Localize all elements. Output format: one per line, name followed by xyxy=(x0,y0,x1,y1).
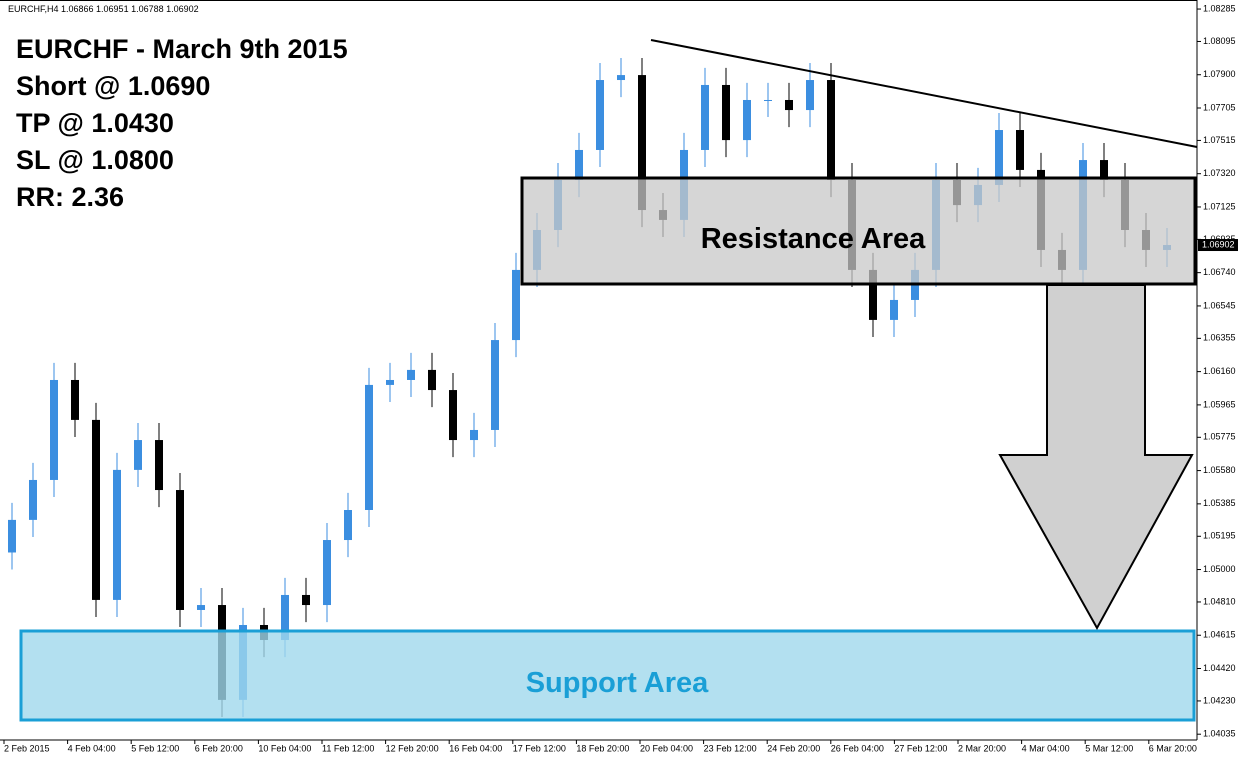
candle-body xyxy=(512,269,520,341)
y-tick-label: 1.05195 xyxy=(1203,531,1236,541)
y-tick-label: 1.06160 xyxy=(1203,366,1236,376)
y-tick-label: 1.04035 xyxy=(1203,729,1236,739)
x-tick-label: 23 Feb 12:00 xyxy=(704,743,757,753)
candle-body xyxy=(995,130,1003,185)
y-tick-label: 1.06740 xyxy=(1203,267,1236,277)
candle-body xyxy=(176,490,184,610)
candle-body xyxy=(134,440,142,470)
candle-body xyxy=(827,80,835,181)
last-price-tag xyxy=(1198,239,1238,252)
y-tick-label: 1.06355 xyxy=(1203,333,1236,343)
candle-body xyxy=(281,594,289,641)
y-tick-label: 1.05580 xyxy=(1203,465,1236,475)
y-tick-label: 1.07125 xyxy=(1203,201,1236,211)
y-tick-label: 1.05000 xyxy=(1203,564,1236,574)
x-tick-label: 4 Mar 04:00 xyxy=(1022,743,1070,753)
candle-body xyxy=(344,509,352,541)
x-tick-label: 27 Feb 12:00 xyxy=(894,743,947,753)
resistance-area xyxy=(520,176,1197,286)
x-tick-label: 6 Feb 20:00 xyxy=(195,743,243,753)
x-tick-label: 26 Feb 04:00 xyxy=(831,743,884,753)
candle-body xyxy=(386,379,394,385)
y-tick-label: 1.04230 xyxy=(1203,695,1236,705)
annotation: TP @ 1.0430 xyxy=(16,108,174,138)
candle-body xyxy=(806,80,814,111)
x-tick-label: 24 Feb 20:00 xyxy=(767,743,820,753)
candle-body xyxy=(155,440,163,491)
x-tick-label: 18 Feb 20:00 xyxy=(576,743,629,753)
x-tick-label: 16 Feb 04:00 xyxy=(449,743,502,753)
y-tick-label: 1.06545 xyxy=(1203,300,1236,310)
annotation: EURCHF - March 9th 2015 xyxy=(16,34,348,64)
candle-body xyxy=(575,149,583,181)
support-label: Support Area xyxy=(526,667,709,699)
y-tick-label: 1.08285 xyxy=(1203,3,1236,13)
y-tick-label: 1.04420 xyxy=(1203,663,1236,673)
candle-body xyxy=(365,384,373,510)
y-tick-label: 1.08095 xyxy=(1203,36,1236,46)
candle-body xyxy=(617,75,625,81)
candle-body xyxy=(764,99,772,101)
y-tick-label: 1.07515 xyxy=(1203,135,1236,145)
price-axis-bg xyxy=(1197,0,1238,740)
candle-body xyxy=(638,75,646,211)
x-tick-label: 11 Feb 12:00 xyxy=(322,743,374,753)
y-tick-label: 1.06935 xyxy=(1203,234,1236,244)
y-tick-label: 1.07900 xyxy=(1203,69,1236,79)
x-tick-label: 2 Feb 2015 xyxy=(4,743,50,753)
candle-body xyxy=(29,479,37,520)
y-tick-label: 1.04810 xyxy=(1203,596,1236,606)
x-tick-label: 12 Feb 20:00 xyxy=(386,743,439,753)
candle-body xyxy=(407,369,415,380)
candle-body xyxy=(323,540,331,606)
candle-body xyxy=(8,519,16,553)
candle-body xyxy=(890,299,898,320)
down-arrow xyxy=(998,284,1194,631)
y-tick-label: 1.05775 xyxy=(1203,432,1236,442)
candle-body xyxy=(302,594,310,606)
candle-body xyxy=(722,84,730,141)
y-tick-label: 1.07320 xyxy=(1203,168,1236,178)
candle-body xyxy=(470,429,478,441)
candle-body xyxy=(1016,130,1024,170)
candle-body xyxy=(428,369,436,391)
candle-body xyxy=(1100,160,1108,181)
x-tick-label: 20 Feb 04:00 xyxy=(640,743,693,753)
resistance-label: Resistance Area xyxy=(701,223,926,255)
annotation: Short @ 1.0690 xyxy=(16,71,210,101)
symbol-header: EURCHF,H4 1.06866 1.06951 1.06788 1.0690… xyxy=(8,4,199,14)
candle-body xyxy=(449,390,457,441)
x-tick-label: 17 Feb 12:00 xyxy=(513,743,566,753)
candle-body xyxy=(785,99,793,111)
last-price-label: 1.06902 xyxy=(1202,239,1235,249)
y-tick-label: 1.05385 xyxy=(1203,498,1236,508)
candle-body xyxy=(596,80,604,150)
candle-body xyxy=(197,605,205,610)
candle-body xyxy=(491,340,499,430)
x-tick-label: 5 Mar 12:00 xyxy=(1085,743,1133,753)
y-tick-label: 1.04615 xyxy=(1203,630,1236,640)
candle-body xyxy=(743,99,751,141)
annotation: RR: 2.36 xyxy=(16,182,124,212)
candle-body xyxy=(71,379,79,420)
trend-line xyxy=(650,39,1198,148)
candle-body xyxy=(50,379,58,480)
y-tick-label: 1.07705 xyxy=(1203,102,1236,112)
candle-body xyxy=(869,269,877,320)
annotation: SL @ 1.0800 xyxy=(16,145,174,175)
x-tick-label: 5 Feb 12:00 xyxy=(131,743,179,753)
x-tick-label: 6 Mar 20:00 xyxy=(1149,743,1197,753)
support-area xyxy=(19,629,1196,722)
y-tick-label: 1.05965 xyxy=(1203,399,1236,409)
candle-body xyxy=(701,84,709,150)
candle-body xyxy=(113,469,121,600)
annotations: EURCHF - March 9th 2015 Short @ 1.0690 TP … xyxy=(16,34,348,212)
x-tick-label: 10 Feb 04:00 xyxy=(258,743,311,753)
axes: 1.08285 1.08095 1.07900 1.07705 1.07515 1.073… xyxy=(3,3,1238,753)
candle-body xyxy=(92,419,100,600)
x-tick-label: 4 Feb 04:00 xyxy=(68,743,116,753)
x-tick-label: 2 Mar 20:00 xyxy=(958,743,1006,753)
